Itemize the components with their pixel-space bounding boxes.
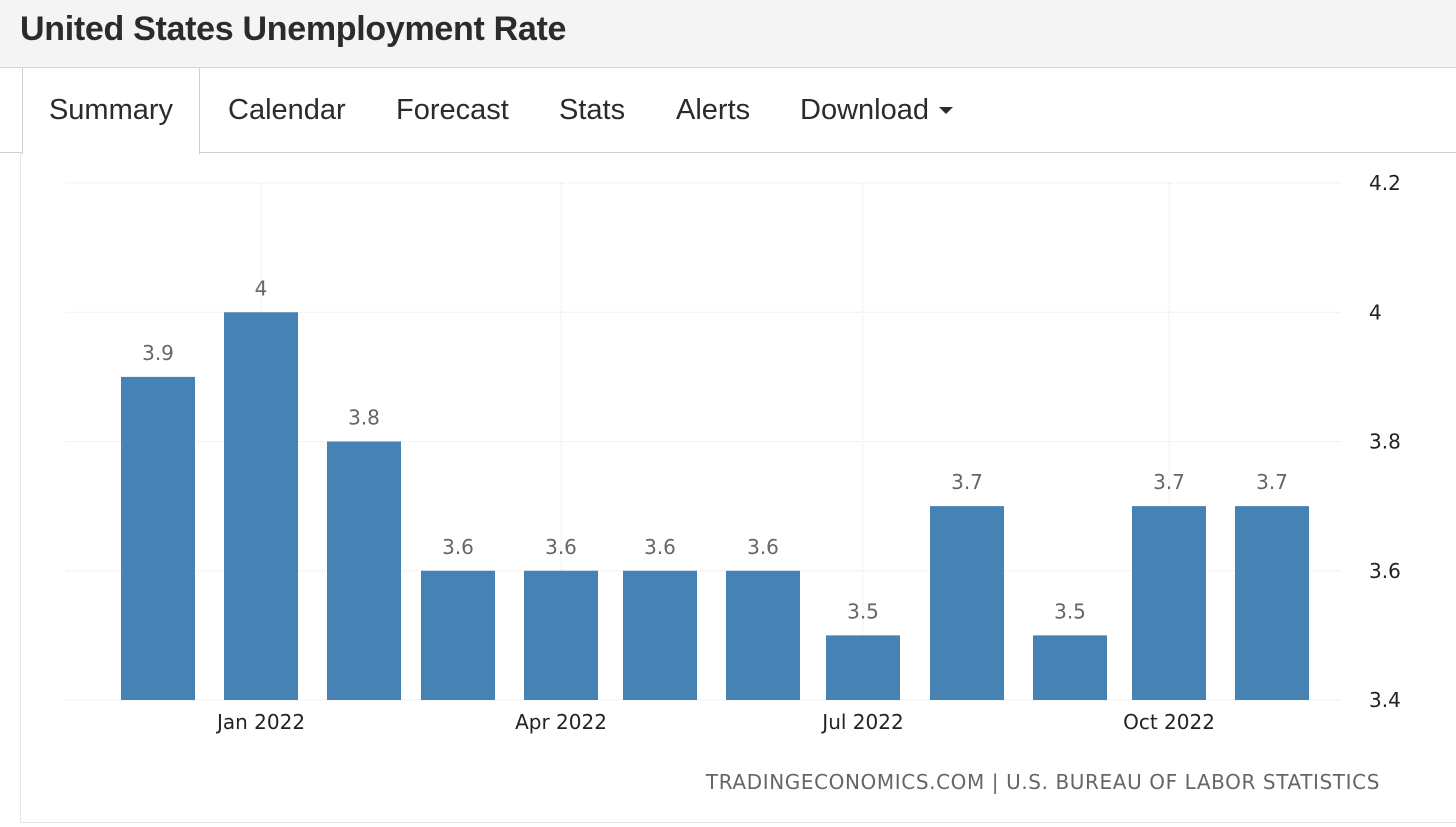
tab-forecast[interactable]: Forecast	[396, 94, 509, 126]
bar-value-label: 3.7	[1256, 470, 1288, 494]
bar	[524, 570, 598, 700]
y-tick-label: 3.4	[1369, 688, 1401, 712]
y-tick-label: 4.2	[1369, 171, 1401, 195]
bar-value-label: 3.6	[442, 535, 474, 559]
bar	[726, 570, 800, 700]
tab-download[interactable]: Download	[800, 68, 953, 153]
tab-download-label: Download	[800, 94, 929, 126]
y-tick-label: 4	[1369, 300, 1382, 324]
bar	[1033, 635, 1107, 700]
bar-value-label: 3.5	[847, 599, 879, 623]
bar	[421, 570, 495, 700]
page-title: United States Unemployment Rate	[20, 10, 567, 48]
left-gutter	[0, 153, 20, 823]
bar-value-label: 3.6	[747, 535, 779, 559]
x-tick-label: Jul 2022	[820, 710, 903, 734]
y-tick-label: 3.8	[1369, 430, 1401, 454]
bar-value-label: 3.7	[1153, 470, 1185, 494]
x-tick-label: Apr 2022	[515, 710, 607, 734]
tab-bar: Summary Calendar Forecast Stats Alerts D…	[0, 68, 1456, 154]
bar-value-label: 3.6	[545, 535, 577, 559]
bar	[826, 635, 900, 700]
bar-value-label: 3.6	[644, 535, 676, 559]
bar	[224, 312, 298, 700]
source-attribution: TRADINGECONOMICS.COM | U.S. BUREAU OF LA…	[705, 770, 1380, 794]
bar	[121, 376, 195, 700]
tab-stats[interactable]: Stats	[559, 94, 626, 126]
bar	[1235, 506, 1309, 700]
bar	[930, 506, 1004, 700]
x-tick-label: Jan 2022	[215, 710, 305, 734]
bar-value-label: 3.7	[951, 470, 983, 494]
bar	[623, 570, 697, 700]
bar	[1132, 506, 1206, 700]
y-tick-label: 3.6	[1369, 559, 1401, 583]
title-bar: United States Unemployment Rate	[0, 0, 1456, 68]
bar-value-label: 4	[255, 276, 268, 300]
bar-value-label: 3.9	[142, 341, 174, 365]
bar-value-label: 3.8	[348, 406, 380, 430]
chart-frame	[20, 153, 1456, 823]
chevron-down-icon	[938, 106, 953, 114]
tab-alerts[interactable]: Alerts	[676, 94, 751, 126]
tab-calendar[interactable]: Calendar	[228, 94, 346, 126]
tab-summary[interactable]: Summary	[22, 68, 200, 154]
bar	[327, 441, 401, 700]
bar-value-label: 3.5	[1054, 599, 1086, 623]
x-tick-label: Oct 2022	[1123, 710, 1215, 734]
